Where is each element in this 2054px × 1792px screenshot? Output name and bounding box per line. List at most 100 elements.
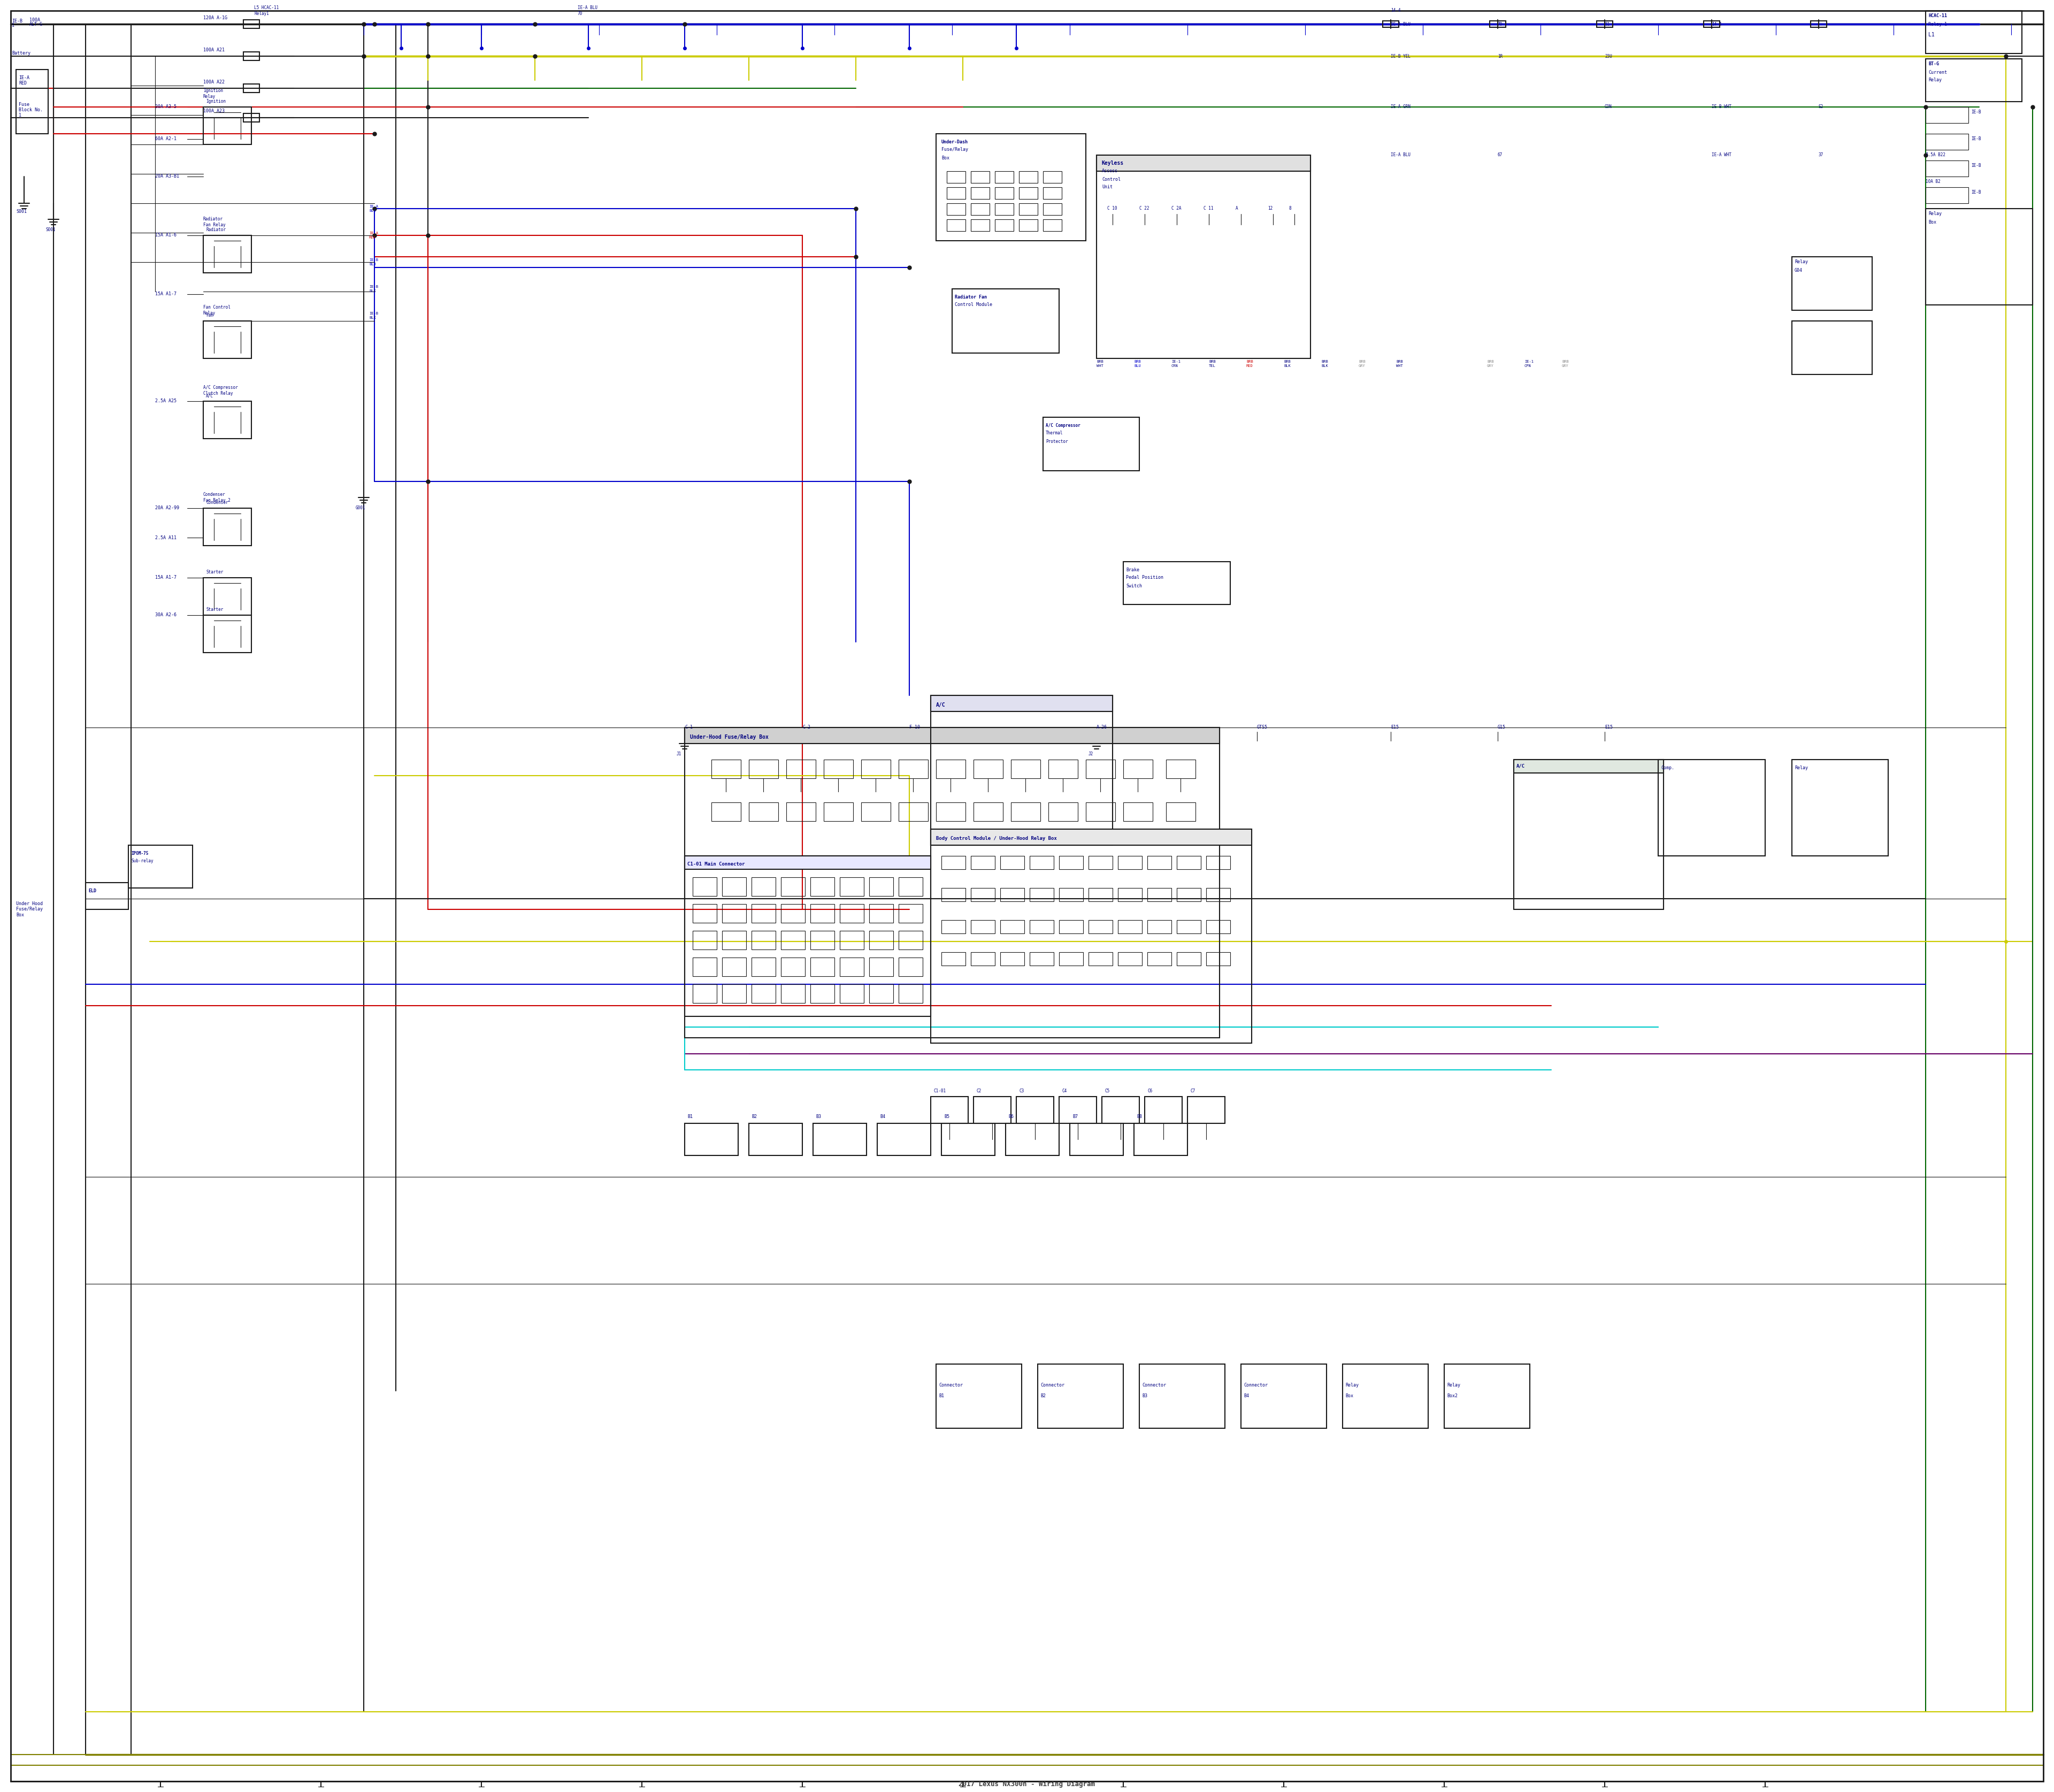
Bar bbox=[1006, 1124, 1060, 1156]
Bar bbox=[752, 957, 776, 977]
Bar bbox=[1117, 857, 1142, 869]
Text: BRB
GRY: BRB GRY bbox=[1561, 360, 1569, 367]
Bar bbox=[1087, 760, 1115, 778]
Bar bbox=[242, 52, 259, 61]
Bar bbox=[824, 803, 852, 821]
Text: A/C Compressor: A/C Compressor bbox=[1045, 423, 1080, 428]
Text: Pedal Position: Pedal Position bbox=[1126, 575, 1163, 581]
Bar bbox=[972, 952, 994, 966]
Bar bbox=[972, 219, 990, 231]
Bar bbox=[930, 1097, 967, 1124]
Bar bbox=[1382, 22, 1399, 27]
Text: 120A A-1G: 120A A-1G bbox=[203, 16, 228, 20]
Text: 30A A3-5: 30A A3-5 bbox=[156, 104, 177, 109]
Bar bbox=[1000, 889, 1025, 901]
Bar bbox=[947, 172, 965, 183]
Text: B3: B3 bbox=[1142, 1394, 1148, 1398]
Text: IPOM-75: IPOM-75 bbox=[131, 851, 148, 855]
Bar bbox=[684, 1124, 737, 1156]
Text: BRB
WHT: BRB WHT bbox=[1097, 360, 1103, 367]
Bar bbox=[900, 878, 922, 896]
Text: BRB
RED: BRB RED bbox=[1247, 360, 1253, 367]
Bar bbox=[974, 803, 1002, 821]
Bar bbox=[203, 235, 251, 272]
Bar bbox=[1097, 156, 1310, 358]
Text: A/C: A/C bbox=[937, 702, 945, 708]
Text: 60A A2-1: 60A A2-1 bbox=[156, 136, 177, 142]
Bar bbox=[824, 760, 852, 778]
Bar bbox=[203, 321, 251, 358]
Bar bbox=[723, 903, 746, 923]
Text: 14-4: 14-4 bbox=[1711, 22, 1721, 27]
Bar bbox=[941, 952, 965, 966]
Text: 51: 51 bbox=[1604, 22, 1610, 27]
Bar bbox=[1927, 11, 2021, 54]
Text: A: A bbox=[1237, 206, 1239, 211]
Bar bbox=[1124, 760, 1152, 778]
Bar bbox=[1206, 857, 1230, 869]
Bar bbox=[1927, 108, 1968, 124]
Text: IE-B: IE-B bbox=[1972, 109, 1980, 115]
Text: Box: Box bbox=[1345, 1394, 1354, 1398]
Bar bbox=[1167, 803, 1195, 821]
Text: 100A A22: 100A A22 bbox=[203, 79, 224, 84]
Text: Switch: Switch bbox=[1126, 584, 1142, 588]
Text: A/C: A/C bbox=[205, 394, 214, 398]
Text: IE-A GRN: IE-A GRN bbox=[1391, 104, 1411, 109]
Text: Relay: Relay bbox=[1929, 211, 1941, 217]
Bar bbox=[1070, 1124, 1124, 1156]
Text: E15: E15 bbox=[1604, 726, 1612, 729]
Text: Under Hood
Fuse/Relay
Box: Under Hood Fuse/Relay Box bbox=[16, 901, 43, 918]
Text: G15: G15 bbox=[1497, 726, 1506, 729]
Bar bbox=[1177, 889, 1202, 901]
Text: Control Module: Control Module bbox=[955, 303, 992, 306]
Bar bbox=[1514, 760, 1664, 772]
Bar bbox=[684, 728, 1220, 744]
Text: 2017 Lexus NX300h - Wiring Diagram: 2017 Lexus NX300h - Wiring Diagram bbox=[959, 1781, 1095, 1787]
Bar bbox=[711, 760, 741, 778]
Bar bbox=[1444, 1364, 1530, 1428]
Text: B4: B4 bbox=[879, 1115, 885, 1120]
Text: Box2: Box2 bbox=[1446, 1394, 1458, 1398]
Bar bbox=[781, 984, 805, 1004]
Text: IE-B: IE-B bbox=[1972, 190, 1980, 195]
Bar bbox=[1000, 952, 1025, 966]
Text: C6: C6 bbox=[1148, 1090, 1152, 1093]
Text: Connector: Connector bbox=[1243, 1383, 1267, 1387]
Bar bbox=[1791, 256, 1871, 310]
Bar bbox=[1043, 186, 1062, 199]
Bar bbox=[900, 957, 922, 977]
Text: Relay: Relay bbox=[1929, 77, 1941, 82]
Text: IE-A: IE-A bbox=[18, 75, 29, 81]
Text: 12: 12 bbox=[1267, 206, 1273, 211]
Bar bbox=[1177, 857, 1202, 869]
Text: 70: 70 bbox=[1497, 22, 1504, 27]
Bar bbox=[1206, 952, 1230, 966]
Bar bbox=[787, 760, 815, 778]
Bar bbox=[947, 202, 965, 215]
Bar bbox=[941, 857, 965, 869]
Text: Fan: Fan bbox=[205, 314, 214, 317]
Text: 1R: 1R bbox=[1497, 54, 1504, 59]
Bar bbox=[1029, 919, 1054, 934]
Bar bbox=[1011, 803, 1041, 821]
Bar bbox=[840, 903, 865, 923]
Bar bbox=[840, 930, 865, 950]
Bar bbox=[1019, 219, 1037, 231]
Bar bbox=[750, 760, 778, 778]
Bar bbox=[1048, 760, 1078, 778]
Bar bbox=[1596, 22, 1612, 27]
Bar bbox=[750, 803, 778, 821]
Text: Radiator
Fan Relay: Radiator Fan Relay bbox=[203, 217, 226, 228]
Bar bbox=[1043, 219, 1062, 231]
Text: IE-B: IE-B bbox=[12, 20, 23, 23]
Text: BRB
BLK: BRB BLK bbox=[1284, 360, 1290, 367]
Text: F-10: F-10 bbox=[910, 726, 920, 729]
Text: S001: S001 bbox=[45, 228, 55, 233]
Text: IE-A
BLU: IE-A BLU bbox=[370, 204, 378, 211]
Text: C7: C7 bbox=[1189, 1090, 1195, 1093]
Bar bbox=[242, 20, 259, 29]
Bar bbox=[752, 930, 776, 950]
Bar bbox=[1029, 857, 1054, 869]
Text: IE-A BLU: IE-A BLU bbox=[1391, 22, 1411, 27]
